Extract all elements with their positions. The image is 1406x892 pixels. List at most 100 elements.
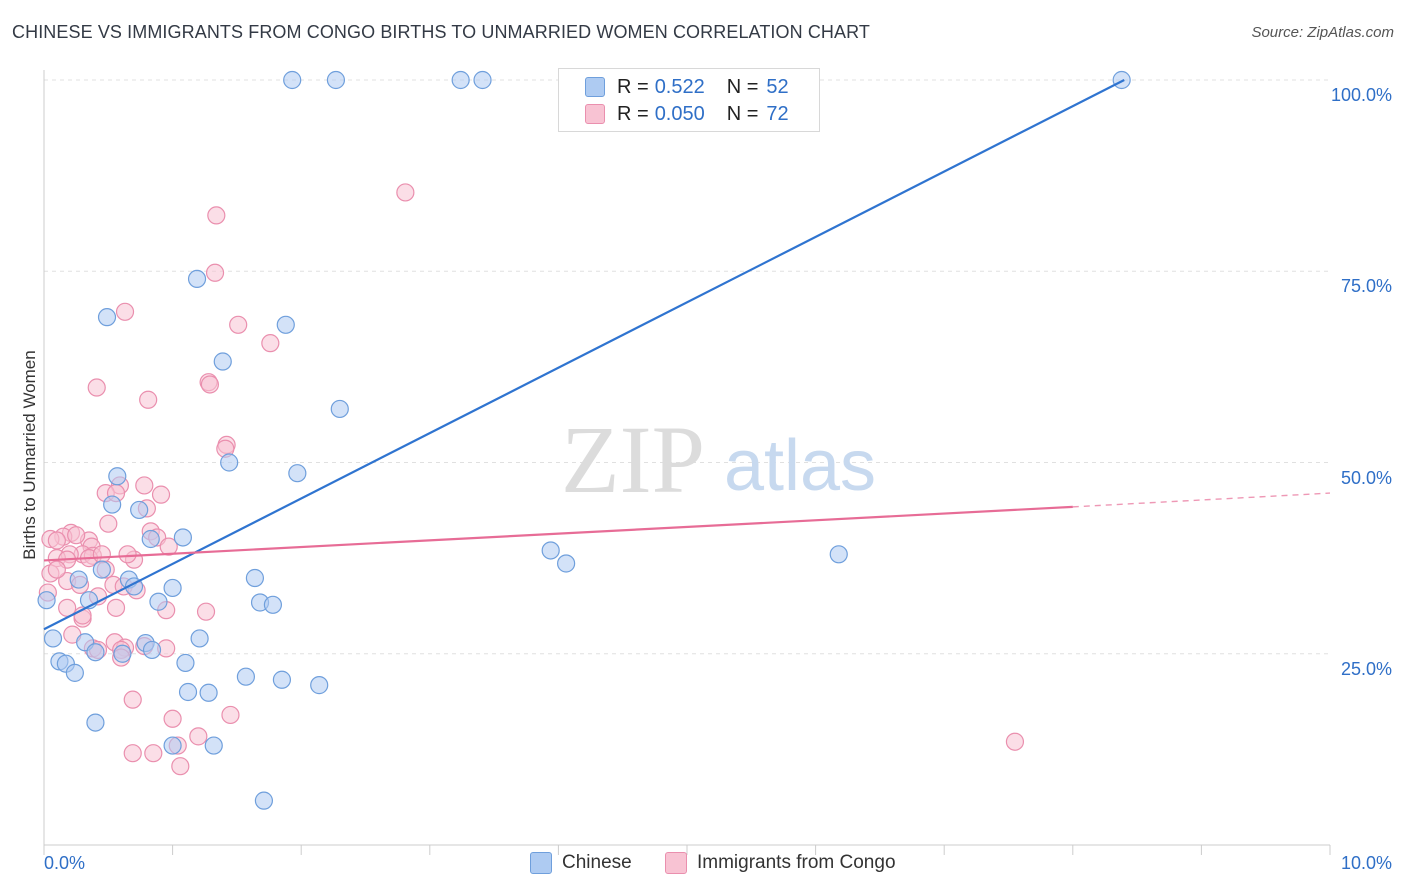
congo-point bbox=[67, 526, 86, 545]
n-value: 72 bbox=[766, 102, 789, 125]
chinese-point bbox=[220, 453, 239, 472]
congo-point bbox=[144, 744, 163, 763]
congo-legend-label: Immigrants from Congo bbox=[697, 852, 896, 873]
y-tick-label: 25.0% bbox=[1340, 658, 1392, 679]
chinese-point bbox=[283, 70, 302, 90]
congo-point bbox=[1005, 732, 1025, 751]
congo-point bbox=[207, 206, 226, 225]
x-tick-label-max: 10.0% bbox=[1340, 853, 1392, 873]
r-label: R = bbox=[617, 75, 649, 98]
source-credit: Source: ZipAtlas.com bbox=[1251, 24, 1394, 41]
chinese-point bbox=[236, 667, 256, 686]
congo-point bbox=[221, 705, 240, 725]
chinese-legend-label: Chinese bbox=[562, 852, 632, 873]
r-value: 0.522 bbox=[654, 75, 705, 98]
watermark: ZIP atlas bbox=[561, 406, 876, 513]
congo-point bbox=[396, 183, 415, 202]
chinese-point bbox=[1112, 70, 1131, 90]
chinese-point bbox=[276, 315, 295, 334]
chinese-point bbox=[141, 529, 160, 549]
congo-point bbox=[47, 560, 66, 579]
congo-point bbox=[123, 690, 142, 709]
chinese-point bbox=[204, 736, 223, 755]
axes bbox=[43, 70, 1331, 855]
congo-point bbox=[205, 263, 225, 282]
chinese-point bbox=[829, 545, 848, 564]
congo-point bbox=[106, 598, 126, 617]
watermark-atlas: atlas bbox=[724, 426, 876, 506]
chinese-legend-swatch bbox=[530, 852, 552, 874]
congo-point bbox=[123, 744, 142, 763]
stats-legend: R = 0.522 N = 52 R = 0.050 N = 72 bbox=[558, 68, 820, 132]
r-label: R = bbox=[617, 102, 649, 125]
chinese-point bbox=[190, 629, 209, 648]
congo-trend-line-extension bbox=[1072, 492, 1331, 508]
gridlines bbox=[44, 79, 1330, 655]
chinese-point bbox=[130, 500, 149, 520]
congo-point bbox=[99, 514, 118, 533]
chinese-point bbox=[43, 629, 63, 648]
congo-point bbox=[261, 334, 280, 353]
congo-point bbox=[151, 485, 171, 504]
chinese-point bbox=[103, 495, 122, 514]
chinese-point bbox=[245, 568, 265, 588]
chinese-point bbox=[86, 643, 105, 662]
congo-point bbox=[115, 302, 135, 321]
chart-title: CHINESE VS IMMIGRANTS FROM CONGO BIRTHS … bbox=[12, 22, 870, 42]
chinese-point bbox=[176, 653, 195, 673]
chinese-point bbox=[199, 683, 218, 702]
congo-point bbox=[47, 531, 66, 550]
chinese-point bbox=[254, 791, 274, 810]
chinese-point bbox=[65, 663, 84, 682]
chinese-point bbox=[86, 713, 105, 732]
y-tick-label: 100.0% bbox=[1330, 85, 1392, 105]
congo-trend-line bbox=[43, 505, 1073, 562]
chinese-point bbox=[326, 70, 346, 90]
congo-point bbox=[87, 378, 106, 397]
chinese-point bbox=[37, 591, 56, 610]
chinese-point bbox=[149, 592, 168, 611]
legend-item-chinese[interactable]: Chinese bbox=[530, 852, 632, 874]
congo-point bbox=[92, 545, 111, 564]
x-tick-label-min: 0.0% bbox=[44, 853, 86, 873]
congo-swatch bbox=[585, 104, 605, 124]
chinese-point bbox=[541, 541, 560, 560]
congo-point bbox=[200, 375, 219, 394]
congo-point bbox=[139, 390, 158, 409]
y-tick-label: 75.0% bbox=[1340, 276, 1392, 297]
chinese-point bbox=[113, 644, 132, 663]
congo-point bbox=[229, 315, 248, 334]
chinese-point bbox=[213, 352, 232, 371]
chinese-point bbox=[272, 670, 292, 689]
r-value: 0.050 bbox=[654, 102, 705, 125]
chinese-point bbox=[92, 560, 111, 579]
chinese-point bbox=[142, 640, 162, 660]
chinese-point bbox=[163, 578, 182, 598]
chinese-point bbox=[69, 570, 88, 589]
congo-point bbox=[159, 537, 178, 556]
y-tick-label: 50.0% bbox=[1340, 467, 1392, 488]
legend-item-congo[interactable]: Immigrants from Congo bbox=[665, 852, 896, 874]
chinese-point bbox=[97, 308, 117, 327]
chinese-point bbox=[173, 528, 192, 547]
congo-point bbox=[189, 727, 208, 746]
chinese-point bbox=[288, 464, 307, 483]
congo-point bbox=[171, 757, 190, 776]
congo-point bbox=[163, 709, 182, 728]
chinese-point bbox=[451, 70, 470, 90]
congo-point bbox=[118, 545, 137, 564]
trend-lines bbox=[43, 79, 1331, 631]
watermark-zip: ZIP bbox=[561, 406, 705, 513]
legend-row-chinese: R = 0.522 N = 52 bbox=[585, 74, 789, 100]
n-label: N = bbox=[726, 102, 759, 125]
chinese-point bbox=[473, 70, 492, 90]
chinese-point bbox=[310, 676, 329, 695]
chinese-swatch bbox=[585, 77, 605, 97]
n-label: N = bbox=[726, 75, 759, 98]
congo-legend-swatch bbox=[665, 852, 687, 874]
chinese-point bbox=[263, 595, 283, 614]
congo-point bbox=[135, 476, 154, 495]
chinese-point bbox=[330, 399, 349, 419]
chinese-point bbox=[108, 467, 127, 486]
